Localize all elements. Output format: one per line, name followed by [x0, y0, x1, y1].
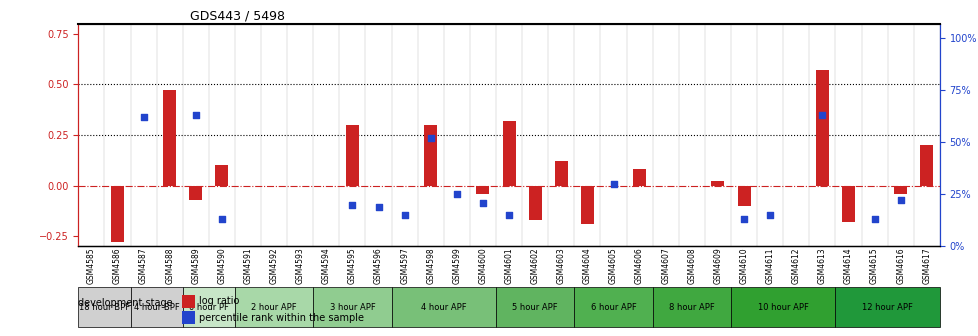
Text: 4 hour APF: 4 hour APF [421, 302, 467, 311]
Text: GSM4613: GSM4613 [817, 247, 826, 284]
Bar [182, 311, 195, 324]
Text: GSM4603: GSM4603 [556, 247, 565, 284]
Text: 10 hour APF: 10 hour APF [757, 302, 808, 311]
Text: GSM4610: GSM4610 [738, 247, 748, 284]
Text: GSM4604: GSM4604 [582, 247, 592, 284]
Point [814, 113, 829, 118]
FancyBboxPatch shape [731, 287, 834, 327]
FancyBboxPatch shape [652, 287, 731, 327]
FancyBboxPatch shape [130, 287, 183, 327]
Text: GSM4612: GSM4612 [791, 247, 800, 284]
Text: log ratio: log ratio [199, 296, 239, 306]
FancyBboxPatch shape [574, 287, 652, 327]
Point [371, 204, 386, 209]
Bar [423, 125, 437, 185]
Point [188, 113, 203, 118]
Point [735, 216, 751, 222]
Bar [528, 185, 541, 220]
FancyBboxPatch shape [183, 287, 235, 327]
FancyBboxPatch shape [235, 287, 313, 327]
Bar [815, 70, 828, 185]
Text: 3 hour APF: 3 hour APF [330, 302, 375, 311]
Bar [919, 145, 932, 185]
Point [214, 216, 230, 222]
Point [136, 115, 152, 120]
Bar [111, 185, 124, 242]
Text: GSM4608: GSM4608 [687, 247, 695, 284]
Text: GSM4585: GSM4585 [87, 247, 96, 284]
Text: GSM4602: GSM4602 [530, 247, 539, 284]
Bar [215, 165, 228, 185]
Bar [736, 185, 750, 206]
Text: GSM4586: GSM4586 [112, 247, 122, 284]
Point [396, 212, 412, 218]
Text: GSM4605: GSM4605 [608, 247, 617, 284]
Bar [633, 169, 645, 185]
Text: GSM4592: GSM4592 [269, 247, 279, 284]
Text: GSM4598: GSM4598 [425, 247, 435, 284]
Text: GSM4615: GSM4615 [869, 247, 878, 284]
FancyBboxPatch shape [391, 287, 496, 327]
Text: GSM4607: GSM4607 [660, 247, 670, 284]
Text: GSM4599: GSM4599 [452, 247, 461, 284]
Text: GSM4597: GSM4597 [400, 247, 409, 284]
Bar [163, 90, 176, 185]
Text: GSM4593: GSM4593 [295, 247, 304, 284]
Text: GSM4611: GSM4611 [765, 247, 774, 284]
Point [501, 212, 516, 218]
Point [892, 198, 908, 203]
Point [474, 200, 490, 205]
Text: 2 hour APF: 2 hour APF [251, 302, 296, 311]
Text: 8 hour APF: 8 hour APF [668, 302, 714, 311]
Text: GSM4591: GSM4591 [244, 247, 252, 284]
Bar [502, 121, 515, 185]
Text: GSM4590: GSM4590 [217, 247, 226, 284]
Text: development stage: development stage [78, 298, 173, 308]
Text: GSM4595: GSM4595 [347, 247, 357, 284]
Text: 6 hour APF: 6 hour APF [590, 302, 636, 311]
Text: 5 hour APF: 5 hour APF [511, 302, 557, 311]
Bar [182, 295, 195, 308]
Bar [345, 125, 359, 185]
Text: GSM4600: GSM4600 [478, 247, 487, 284]
Point [449, 192, 465, 197]
Text: GSM4589: GSM4589 [191, 247, 200, 284]
Point [605, 181, 621, 186]
Text: 0 hour PF: 0 hour PF [189, 302, 229, 311]
Point [344, 202, 360, 207]
Text: 12 hour APF: 12 hour APF [862, 302, 912, 311]
Text: GSM4601: GSM4601 [504, 247, 513, 284]
Bar [893, 185, 907, 194]
Text: GSM4587: GSM4587 [139, 247, 148, 284]
Text: GSM4616: GSM4616 [895, 247, 905, 284]
FancyBboxPatch shape [313, 287, 391, 327]
Text: GSM4614: GSM4614 [843, 247, 852, 284]
FancyBboxPatch shape [496, 287, 574, 327]
Bar [711, 181, 724, 185]
Bar [555, 161, 567, 185]
FancyBboxPatch shape [78, 287, 130, 327]
Point [866, 216, 881, 222]
Text: GDS443 / 5498: GDS443 / 5498 [190, 9, 285, 23]
Text: GSM4596: GSM4596 [374, 247, 382, 284]
FancyBboxPatch shape [834, 287, 939, 327]
Point [762, 212, 778, 218]
Text: GSM4606: GSM4606 [635, 247, 644, 284]
Bar [476, 185, 489, 194]
Bar [841, 185, 854, 222]
Text: GSM4594: GSM4594 [322, 247, 331, 284]
Text: 4 hour BPF: 4 hour BPF [134, 302, 179, 311]
Bar [189, 185, 202, 200]
Text: GSM4617: GSM4617 [921, 247, 930, 284]
Text: GSM4609: GSM4609 [713, 247, 722, 284]
Text: percentile rank within the sample: percentile rank within the sample [199, 312, 364, 323]
Text: GSM4588: GSM4588 [165, 247, 174, 284]
Point [422, 135, 438, 141]
Bar [580, 185, 594, 224]
Text: 18 hour BPF: 18 hour BPF [79, 302, 130, 311]
